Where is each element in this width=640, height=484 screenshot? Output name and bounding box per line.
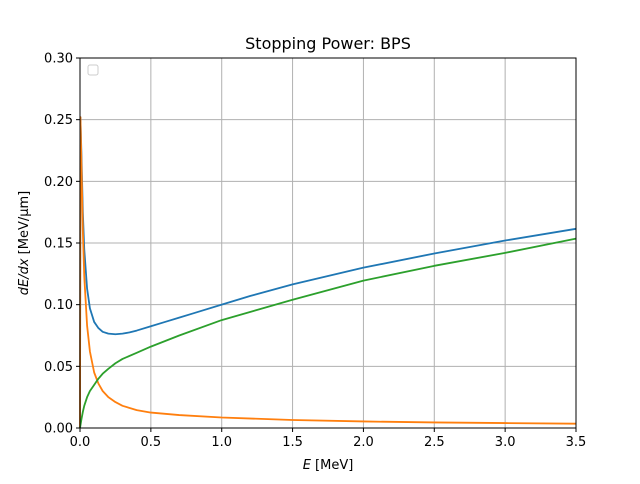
y-tick-label: 0.30 [44, 52, 73, 67]
y-tick-label: 0.15 [44, 237, 73, 252]
series-line-2 [79, 116, 577, 429]
x-tick-label: 0.0 [70, 435, 91, 450]
chart-title: Stopping Power: BPS [245, 34, 411, 53]
x-tick-label: 1.5 [282, 435, 303, 450]
y-tick-label: 0.20 [44, 175, 73, 190]
x-tick-label: 1.0 [211, 435, 232, 450]
y-ticks: 0.00 0.05 0.10 0.15 0.20 0.25 0.30 [44, 52, 80, 437]
series-line-3 [79, 237, 577, 429]
legend [87, 64, 99, 76]
legend-box [87, 64, 99, 76]
y-axis-label-unit: [MeV/μm] [17, 191, 32, 259]
series-line-1 [79, 116, 577, 429]
y-tick-label: 0.00 [44, 422, 73, 437]
y-tick-label: 0.10 [44, 298, 73, 313]
series-group [79, 116, 577, 429]
y-axis-label: dE/dx [MeV/μm] [17, 191, 32, 296]
x-tick-label: 3.0 [495, 435, 516, 450]
x-tick-label: 0.5 [141, 435, 162, 450]
y-tick-label: 0.25 [44, 113, 73, 128]
x-tick-label: 2.0 [353, 435, 374, 450]
x-axis-label: E [MeV] [303, 458, 354, 473]
y-tick-label: 0.05 [44, 360, 73, 375]
x-ticks: 0.0 0.5 1.0 1.5 2.0 2.5 3.0 3.5 [70, 428, 587, 450]
x-tick-label: 2.5 [424, 435, 445, 450]
y-axis-label-symbol: dE/dx [17, 258, 32, 295]
x-axis-label-unit: [MeV] [311, 458, 353, 473]
x-axis-label-symbol: E [303, 458, 312, 473]
x-tick-label: 3.5 [566, 435, 587, 450]
